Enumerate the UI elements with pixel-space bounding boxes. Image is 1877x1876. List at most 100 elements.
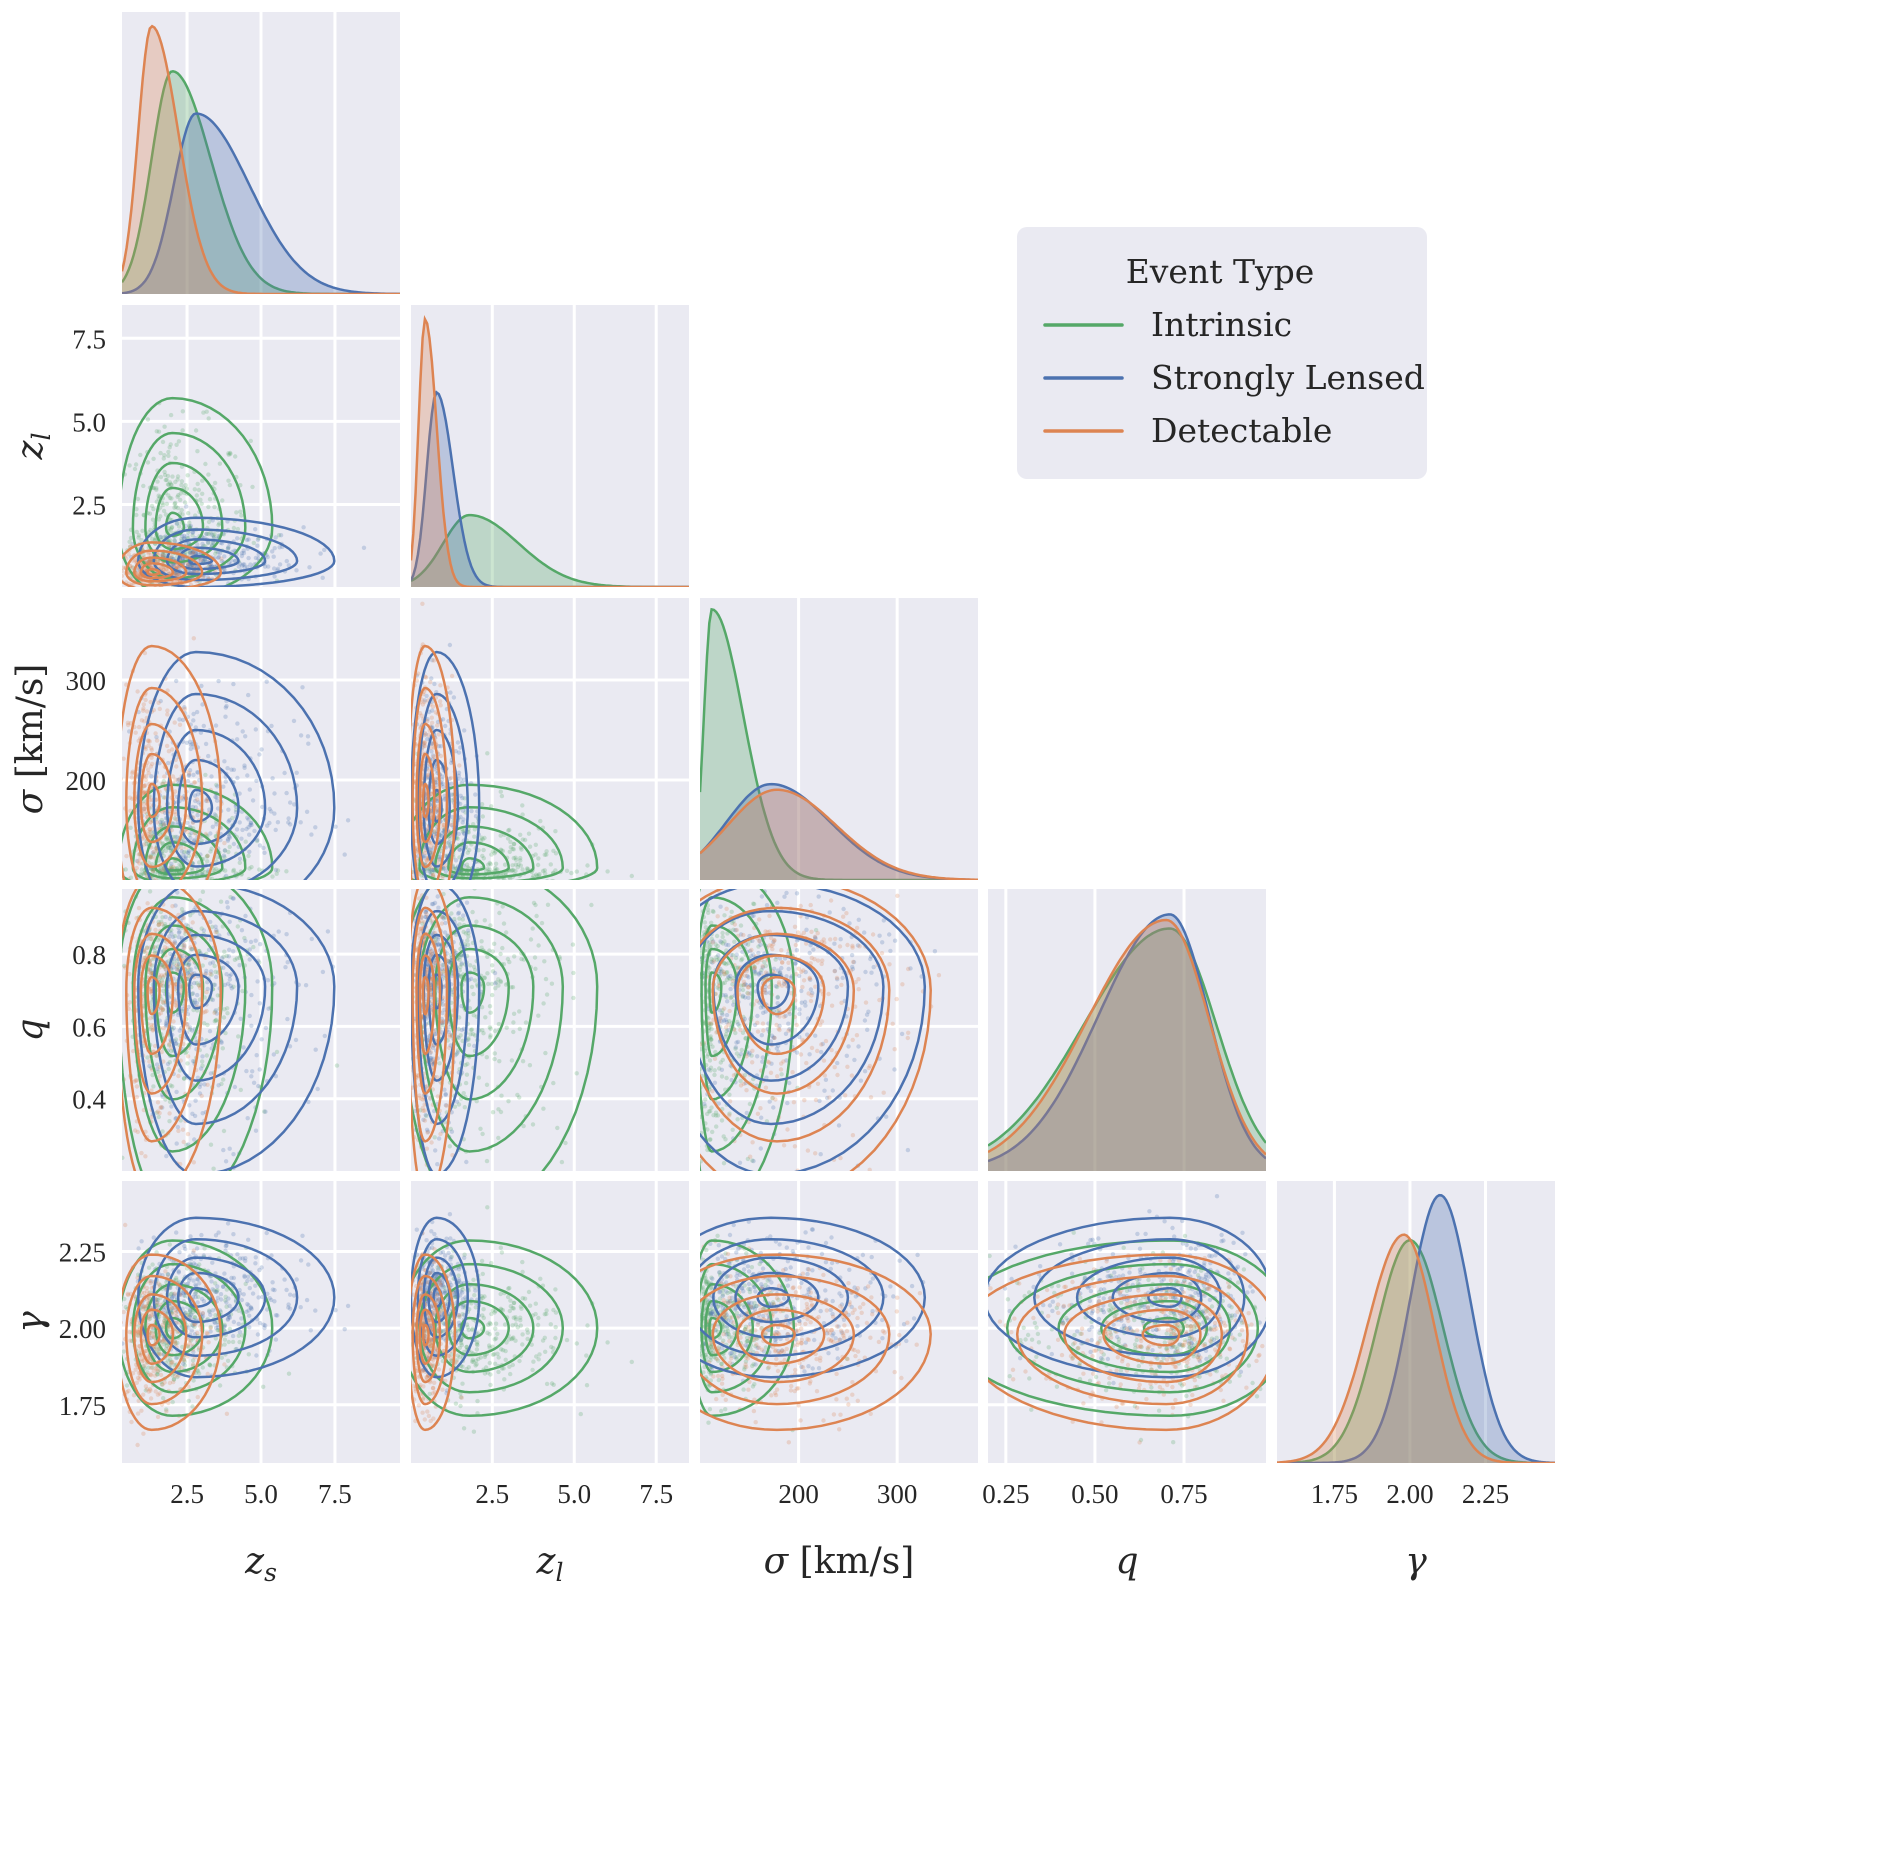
scatter-point bbox=[446, 959, 451, 964]
scatter-point bbox=[173, 789, 178, 794]
scatter-point bbox=[198, 558, 204, 563]
scatter-point bbox=[173, 812, 178, 817]
contour-detectable bbox=[421, 782, 430, 819]
scatter-point bbox=[430, 658, 435, 663]
scatter-point bbox=[172, 933, 178, 939]
scatter-point bbox=[436, 942, 441, 947]
scatter-point bbox=[200, 1063, 205, 1068]
scatter-point bbox=[250, 798, 256, 803]
contour-detectable bbox=[133, 932, 188, 1095]
scatter-point bbox=[518, 855, 523, 861]
kde-fill-intrinsic bbox=[411, 515, 689, 587]
scatter-point bbox=[153, 877, 158, 880]
scatter-point bbox=[313, 825, 318, 830]
scatter-point bbox=[212, 531, 217, 537]
scatter-point bbox=[465, 942, 471, 947]
scatter-point bbox=[175, 965, 180, 970]
contour-detectable bbox=[133, 722, 188, 869]
scatter-point bbox=[488, 923, 493, 928]
scatter-point bbox=[542, 868, 547, 873]
scatter-point bbox=[454, 1099, 460, 1104]
scatter-point bbox=[464, 1159, 469, 1165]
scatter-point bbox=[231, 841, 237, 847]
scatter-point bbox=[248, 823, 253, 828]
contour-intrinsic bbox=[460, 857, 486, 872]
scatter-point bbox=[189, 947, 194, 952]
scatter-point bbox=[161, 567, 166, 572]
scatter-point bbox=[147, 739, 152, 744]
scatter-point bbox=[149, 937, 154, 942]
scatter-point bbox=[459, 961, 464, 966]
scatter-point bbox=[156, 493, 161, 498]
scatter-point bbox=[200, 1054, 205, 1059]
scatter-point bbox=[460, 795, 465, 801]
scatter-point bbox=[422, 730, 428, 736]
scatter-point bbox=[165, 1061, 171, 1067]
scatter-point bbox=[428, 869, 433, 874]
scatter-point bbox=[234, 737, 240, 742]
scatter-point bbox=[315, 1086, 320, 1092]
scatter-point bbox=[179, 952, 184, 957]
scatter-point bbox=[504, 930, 509, 935]
scatter-point bbox=[553, 851, 559, 856]
scatter-point bbox=[148, 936, 153, 942]
scatter-point bbox=[486, 862, 491, 867]
scatter-point bbox=[185, 829, 190, 835]
scatter-point bbox=[405, 950, 409, 954]
scatter-point bbox=[148, 853, 153, 858]
scatter-point bbox=[465, 850, 470, 855]
scatter-point bbox=[132, 1079, 137, 1084]
scatter-point bbox=[149, 564, 154, 569]
scatter-point bbox=[160, 552, 165, 557]
contour-intrinsic bbox=[131, 896, 247, 1153]
scatter-point bbox=[160, 963, 165, 968]
scatter-point bbox=[176, 930, 182, 935]
scatter-point bbox=[226, 834, 232, 839]
scatter-point bbox=[252, 828, 257, 834]
scatter-point bbox=[162, 945, 168, 950]
scatter-point bbox=[191, 1160, 196, 1165]
scatter-point bbox=[153, 537, 158, 542]
scatter-point bbox=[273, 867, 279, 873]
scatter-point bbox=[463, 1062, 468, 1068]
scatter-point bbox=[422, 698, 427, 703]
scatter-point bbox=[182, 942, 187, 947]
scatter-point bbox=[425, 826, 430, 831]
scatter-point bbox=[166, 845, 171, 850]
scatter-point bbox=[188, 913, 193, 918]
scatter-point bbox=[127, 463, 132, 468]
scatter-point bbox=[214, 927, 219, 933]
scatter-point bbox=[422, 699, 427, 705]
scatter-point bbox=[151, 456, 156, 461]
scatter-point bbox=[183, 855, 188, 861]
scatter-point bbox=[198, 497, 203, 502]
scatter-point bbox=[187, 1103, 192, 1108]
scatter-point bbox=[189, 830, 194, 836]
scatter-point bbox=[192, 549, 197, 554]
scatter-point bbox=[420, 601, 425, 606]
scatter-point bbox=[188, 967, 194, 972]
scatter-point bbox=[173, 1037, 179, 1042]
scatter-point bbox=[422, 853, 427, 859]
scatter-point bbox=[232, 1084, 238, 1090]
scatter-point bbox=[148, 968, 153, 973]
scatter-point bbox=[174, 963, 179, 968]
contour-strongly-lensed bbox=[137, 650, 336, 880]
scatter-point bbox=[589, 902, 594, 908]
scatter-point bbox=[247, 957, 252, 962]
scatter-point bbox=[273, 1074, 279, 1079]
scatter-point bbox=[174, 764, 179, 769]
scatter-point bbox=[159, 566, 164, 571]
scatter-point bbox=[185, 533, 190, 538]
scatter-point bbox=[154, 1053, 159, 1059]
scatter-point bbox=[143, 591, 147, 595]
scatter-point bbox=[136, 724, 142, 730]
scatter-point bbox=[166, 760, 171, 766]
scatter-point bbox=[215, 993, 220, 998]
scatter-point bbox=[237, 791, 242, 796]
scatter-point bbox=[426, 768, 432, 773]
scatter-point bbox=[173, 1041, 179, 1046]
scatter-point bbox=[440, 717, 446, 722]
scatter-point bbox=[443, 869, 449, 874]
scatter-point bbox=[225, 1006, 230, 1011]
